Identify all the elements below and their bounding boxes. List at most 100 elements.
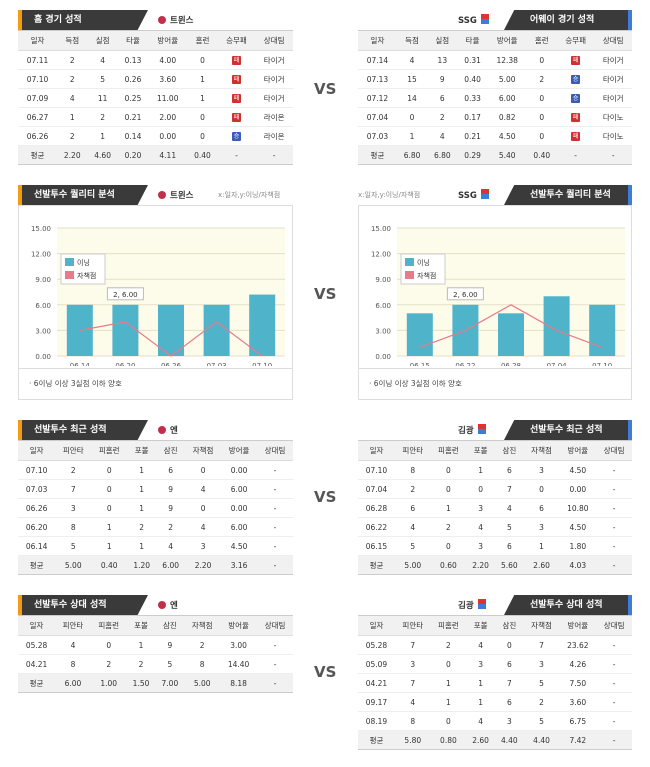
away-games-table: 일자 득점 실점 타율 방어율 홈런 승무패 상대팀 07.14 4 13 0.31 12.38 0 패 타이… [358,30,632,165]
average-cell: 0.40 [187,145,218,165]
average-cell: 5.60 [494,555,524,575]
y-tick-label: 12.00 [371,251,391,259]
vs-label: VS [314,80,337,98]
result-cell: 패 [556,50,595,70]
table-row: 09.17 4 1 1 6 2 3.60- [358,692,632,712]
bar [406,313,433,356]
table-cell: 0 [187,126,218,146]
table-cell: 6 [427,88,458,108]
table-cell: 0.00 [221,498,258,518]
home-games-panel: 홈 경기 성적 트윈스 일자 득점 실점 타율 방어율 홈런 승무패 상대팀 07.11 2 4 0.… [18,10,293,170]
vs-right-table: 일자 피안타 피홈런 포볼 삼진 자책점 방어율 상대팀 05.28 7 2 4 0 7 23.62-05.… [358,615,632,750]
table-cell: 07.13 [358,69,397,89]
table-cell: 타이거 [594,69,632,89]
column-header: 득점 [396,30,428,51]
y-tick-label: 9.00 [375,276,391,284]
table-row: 05.09 3 0 3 6 3 4.26- [358,654,632,674]
table-cell: 2 [156,517,186,537]
table-cell: 3 [523,654,560,674]
table-cell: 3.60 [148,69,188,89]
table-cell: 0 [430,479,467,499]
table-cell: 타이거 [594,88,632,108]
table-cell: 4 [87,50,118,70]
table-cell: 5 [523,711,560,731]
table-cell: 1 [57,107,88,127]
table-cell: 8 [55,654,91,674]
bar [543,296,570,356]
table-cell: - [596,517,632,537]
column-header: 포볼 [466,615,495,636]
annotation-label: 2, 6.00 [113,291,138,299]
table-cell: 3 [523,460,560,480]
legend-swatch-line [405,271,414,279]
bar [112,304,139,356]
quality-right-team: SSG [458,189,489,201]
column-header: 상대팀 [596,440,632,461]
average-cell: 6.80 [396,145,428,165]
vs-right-team: 김광 [458,599,486,611]
average-row: 평균 5.00 0.60 2.20 5.60 2.60 4.03- [358,555,632,575]
table-cell: 6 [523,498,560,518]
table-cell: 2 [394,479,431,499]
team-logo-icon [477,424,486,434]
table-cell: 4 [466,517,495,537]
table-cell: 0.00 [559,479,597,499]
table-cell: 07.04 [358,479,395,499]
y-tick-label: 12.00 [31,251,51,259]
table-header-row: 일자 득점 실점 타율 방어율 홈런 승무패 상대팀 [18,30,293,51]
table-cell: 3 [523,517,560,537]
table-cell: 3 [466,536,495,556]
recent-left-team: 엔 [158,424,178,436]
table-cell: 0 [526,107,557,127]
annotation-box [106,287,144,301]
table-header-row: 일자 피안타 피홈런 포볼 삼진 자책점 방어율 상대팀 [358,615,632,636]
result-cell: 승 [556,88,595,108]
average-cell: 2.20 [57,145,88,165]
table-cell: - [596,498,632,518]
average-row: 평균 2.20 4.60 0.20 4.11 0.40- - [18,145,293,165]
table-cell: 0 [526,126,557,146]
column-header: 방어율 [148,30,188,51]
table-cell: 11 [87,88,118,108]
column-header: 실점 [427,30,458,51]
table-cell: 06.27 [18,107,58,127]
average-cell: 7.42 [559,730,597,750]
table-cell: 07.03 [358,126,397,146]
vs-label: VS [314,488,337,506]
quality-left-team: 트윈스 [158,189,193,201]
table-cell: 7.50 [559,673,597,693]
table-cell: 1 [126,635,156,655]
recent-left-panel: 선발투수 최근 성적 엔 일자 피안타 피홈런 포볼 삼진 자책점 방어율 상대팀 07.10 2… [18,420,293,575]
table-cell: 4 [394,692,431,712]
vs-left-panel: 선발투수 상대 성적 엔 일자 피안타 피홈런 포볼 삼진 자책점 방어율 상대팀 05.28 4… [18,595,293,695]
average-cell: 0.40 [91,555,128,575]
table-cell: 14.40 [220,654,258,674]
result-cell: 승 [217,126,256,146]
table-cell: 07.14 [358,50,397,70]
column-header: 삼진 [155,615,185,636]
table-cell: 1 [87,126,118,146]
table-cell: 0 [91,460,128,480]
table-cell: 0 [91,498,128,518]
table-cell: 08.19 [358,711,395,731]
average-cell: 7.00 [155,673,185,693]
table-row: 06.26 2 1 0.14 0.00 0 승 라이온 [18,126,293,146]
table-cell: 3 [466,498,495,518]
table-row: 07.03 1 4 0.21 4.50 0 패 다이노 [358,126,632,146]
average-row: 평균 6.00 1.00 1.50 7.00 5.00 8.18- [18,673,293,693]
series-line [419,304,603,349]
away-team-label: SSG [458,14,489,26]
average-cell: 평균 [358,555,395,575]
recent-right-table: 일자 피안타 피홈런 포볼 삼진 자책점 방어율 상대팀 07.10 8 0 1 6 3 4.50-07.0… [358,440,632,575]
table-cell: 0 [466,479,495,499]
table-cell: 06.20 [18,517,56,537]
result-cell: 패 [217,107,256,127]
bar [589,304,616,356]
table-cell: 7 [494,479,524,499]
table-cell: 2 [184,635,221,655]
table-cell: 8 [394,460,431,480]
table-cell: 7 [394,635,431,655]
table-cell: 07.10 [358,460,395,480]
table-cell: 5 [155,654,185,674]
column-header: 포볼 [466,440,495,461]
